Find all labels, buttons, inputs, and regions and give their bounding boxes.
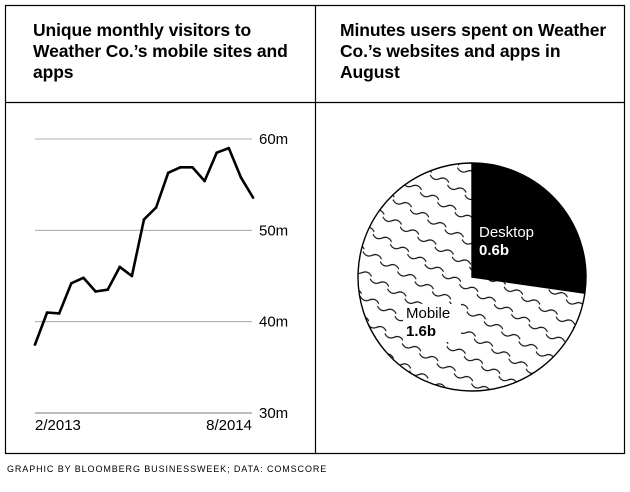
pie-label-backdrop-mobile bbox=[403, 304, 461, 342]
y-tick-label-50m: 50m bbox=[259, 222, 288, 239]
data-point-12 bbox=[179, 166, 182, 169]
panel-frame bbox=[4, 4, 626, 455]
data-point-2 bbox=[57, 312, 61, 315]
y-tick-label-30m: 30m bbox=[259, 405, 288, 422]
data-point-3 bbox=[70, 282, 73, 285]
data-point-16 bbox=[227, 146, 231, 150]
data-point-11 bbox=[166, 171, 170, 175]
pie-label-desktop: Desktop bbox=[479, 224, 534, 241]
y-tick-label-40m: 40m bbox=[259, 314, 288, 331]
source-credit: GRAPHIC BY BLOOMBERG BUSINESSWEEK; DATA:… bbox=[7, 464, 328, 474]
data-point-5 bbox=[94, 290, 97, 293]
y-tick-label-60m: 60m bbox=[259, 131, 288, 148]
data-point-0 bbox=[33, 343, 37, 346]
pie-label-mobile: Mobile bbox=[406, 305, 450, 322]
data-point-8 bbox=[130, 274, 134, 278]
data-point-15 bbox=[215, 151, 218, 154]
x-tick-label-end: 8/2014 bbox=[206, 417, 252, 434]
data-point-9 bbox=[142, 218, 146, 221]
data-point-6 bbox=[106, 288, 109, 292]
data-point-17 bbox=[239, 176, 243, 179]
data-point-7 bbox=[118, 265, 122, 269]
data-point-18 bbox=[251, 196, 255, 199]
line-chart: 30m 40m 50m 60m 2/2013 8/2014 bbox=[33, 131, 288, 434]
visitors-series-line bbox=[33, 146, 255, 346]
data-point-10 bbox=[154, 206, 158, 209]
pie-value-mobile: 1.6b bbox=[406, 323, 436, 340]
data-point-4 bbox=[82, 276, 85, 280]
data-point-1 bbox=[45, 311, 49, 314]
pie-value-desktop: 0.6b bbox=[479, 242, 509, 259]
x-tick-label-start: 2/2013 bbox=[35, 417, 81, 434]
pie-chart-title: Minutes users spent on Weather Co.’s web… bbox=[340, 20, 607, 82]
pie-slice-desktop bbox=[471, 162, 587, 295]
line-chart-title: Unique monthly visitors to Weather Co.’s… bbox=[33, 20, 288, 82]
data-point-14 bbox=[203, 179, 206, 183]
data-point-13 bbox=[191, 166, 194, 169]
